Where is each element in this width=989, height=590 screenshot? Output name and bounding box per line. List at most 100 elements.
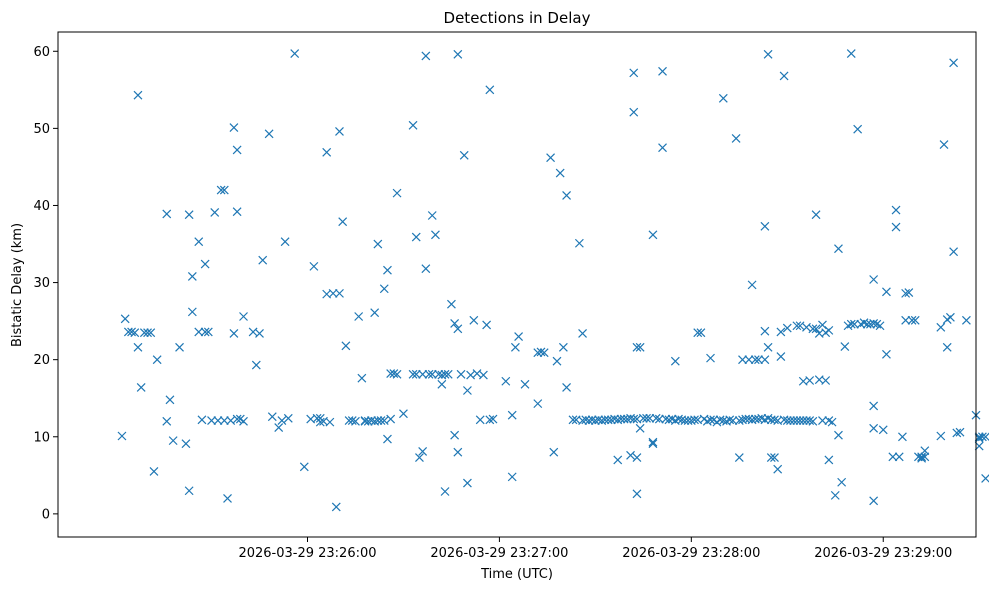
data-point: [744, 355, 754, 365]
data-point: [910, 315, 920, 325]
data-point: [120, 314, 130, 324]
data-point: [878, 425, 888, 435]
data-point: [357, 373, 367, 383]
data-point: [383, 434, 392, 444]
data-point: [485, 415, 495, 425]
data-point: [443, 369, 453, 379]
data-point: [808, 324, 818, 334]
data-point: [283, 413, 293, 423]
data-point: [427, 211, 437, 220]
data-point: [869, 401, 879, 411]
data-point: [290, 49, 300, 59]
data-point: [152, 355, 162, 365]
data-point: [354, 312, 364, 321]
data-point: [335, 127, 344, 136]
data-point: [239, 416, 248, 426]
data-point: [936, 322, 946, 332]
data-point: [562, 383, 572, 392]
data-point: [898, 432, 907, 442]
data-point: [450, 430, 460, 440]
data-point: [347, 416, 357, 426]
data-point: [239, 312, 248, 321]
data-point: [974, 432, 984, 442]
data-point: [367, 416, 376, 426]
data-point: [200, 327, 210, 337]
data-point: [408, 120, 418, 130]
data-point: [760, 355, 770, 365]
data-point: [974, 441, 984, 451]
data-point: [760, 326, 770, 336]
data-point: [219, 185, 229, 195]
data-point: [645, 413, 655, 423]
data-point: [763, 342, 773, 352]
data-point: [165, 395, 175, 405]
data-point: [440, 487, 450, 496]
plot-area-frame: [57, 31, 977, 538]
data-point: [939, 140, 949, 149]
data-point: [629, 107, 639, 117]
data-point: [363, 416, 373, 426]
data-point: [549, 447, 559, 457]
data-point: [229, 329, 239, 338]
data-point: [277, 416, 287, 426]
data-point: [917, 452, 927, 462]
y-axis: 0 10 20 30 40 50 60: [33, 45, 58, 522]
data-point: [632, 342, 642, 352]
y-tick-label: 10: [33, 430, 50, 445]
data-point: [792, 416, 802, 426]
data-point: [536, 347, 546, 357]
data-point: [882, 287, 891, 297]
x-tick-label: 2026-03-29 23:28:00: [622, 546, 760, 561]
x-tick-label: 2026-03-29 23:29:00: [814, 546, 952, 561]
data-point: [670, 356, 680, 366]
data-point: [782, 323, 792, 333]
data-point: [274, 423, 284, 432]
data-point: [223, 494, 232, 503]
data-point: [507, 410, 517, 420]
data-point: [955, 427, 965, 437]
data-point: [945, 312, 955, 322]
data-point: [850, 319, 859, 329]
data-point: [824, 325, 834, 335]
data-point: [696, 328, 706, 338]
data-point: [600, 415, 610, 425]
data-point: [562, 191, 572, 200]
data-point: [267, 412, 277, 422]
data-point: [786, 416, 795, 426]
data-point: [447, 299, 456, 309]
data-point: [907, 315, 917, 325]
data-point: [139, 328, 149, 338]
data-point: [590, 416, 600, 426]
data-point: [258, 255, 268, 265]
chart-title: Detections in Delay: [444, 9, 591, 27]
data-point: [779, 71, 789, 81]
data-point: [136, 383, 146, 392]
data-point: [450, 319, 460, 328]
data-point: [299, 462, 309, 472]
data-point: [770, 453, 779, 463]
data-point: [846, 319, 856, 329]
data-point: [424, 369, 434, 379]
data-point: [168, 436, 178, 446]
data-point: [584, 416, 594, 426]
data-point: [635, 423, 645, 433]
data-point: [818, 320, 827, 330]
data-point: [648, 230, 658, 240]
data-point: [875, 321, 885, 331]
data-point: [421, 51, 431, 61]
data-point: [127, 327, 136, 337]
data-point: [834, 244, 843, 254]
data-point: [798, 416, 808, 426]
data-point: [338, 217, 348, 227]
data-point: [143, 328, 152, 338]
data-point: [888, 452, 898, 462]
data-point: [869, 496, 879, 506]
data-point: [632, 453, 642, 463]
data-point: [232, 207, 242, 217]
data-point: [203, 327, 213, 337]
data-point: [427, 369, 437, 379]
data-point: [373, 416, 383, 426]
x-tick-label: 2026-03-29 23:26:00: [238, 546, 376, 561]
data-point: [638, 413, 648, 423]
